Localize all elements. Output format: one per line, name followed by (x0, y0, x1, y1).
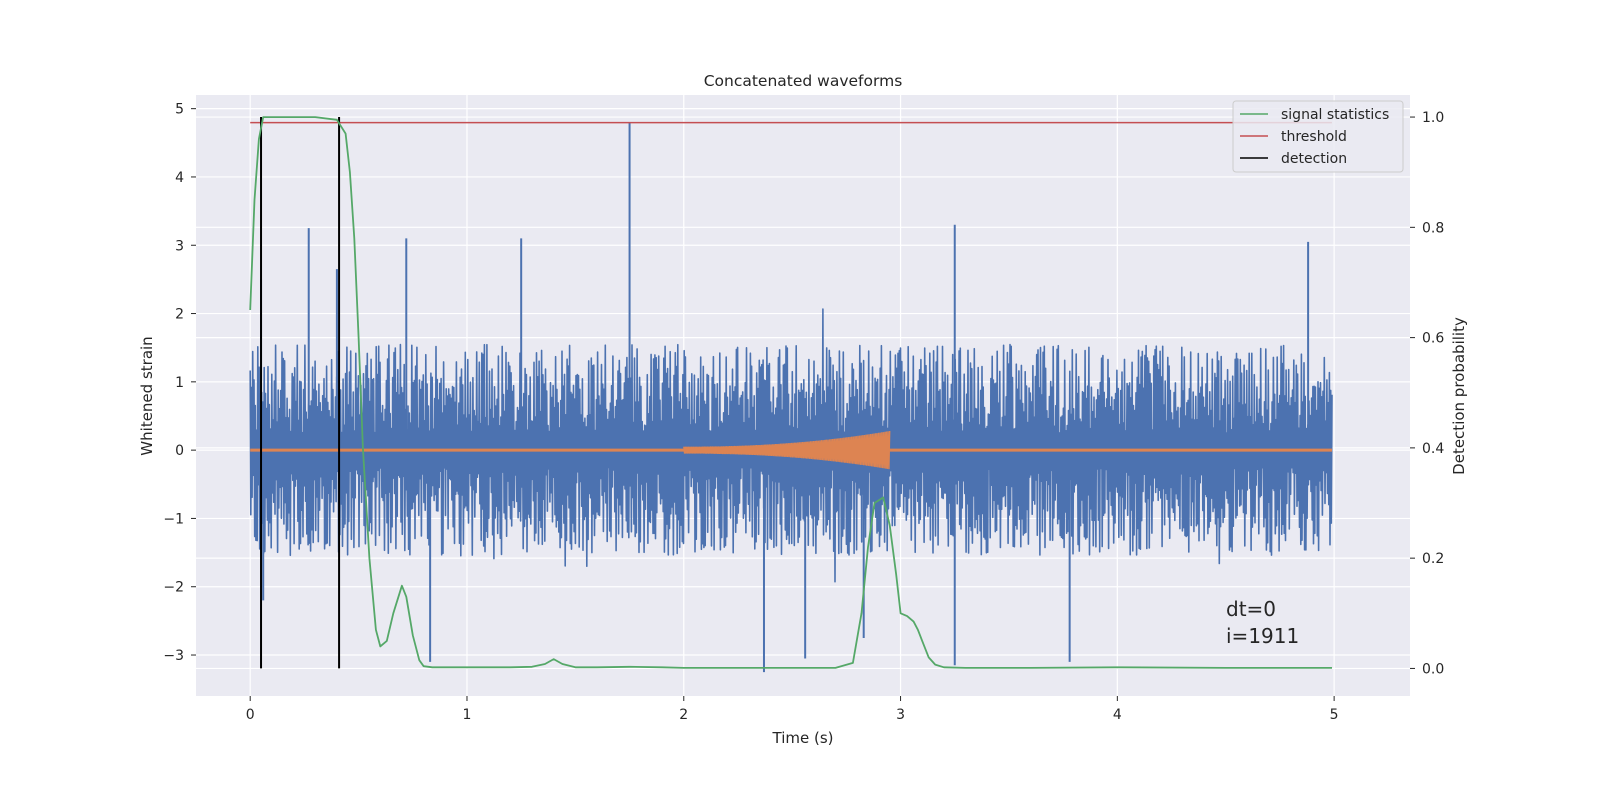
legend: signal statistics threshold detection (1232, 100, 1404, 173)
y-left-tick-label: 2 (175, 307, 184, 323)
y-right-tick-label: 0.2 (1422, 551, 1444, 567)
y-right-axis-label: Detection probability (1450, 317, 1468, 475)
annotation-index: i=1911 (1226, 624, 1299, 648)
strain-noise-series (249, 122, 1333, 673)
y-left-tick-label: 0 (175, 443, 184, 459)
x-tick-label: 3 (896, 707, 905, 723)
y-left-tick-label: −1 (163, 511, 184, 527)
y-right-tick-label: 0.8 (1422, 220, 1444, 236)
annotation-dt: dt=0 (1226, 597, 1276, 621)
y-right-tick-label: 1.0 (1422, 110, 1444, 126)
x-tick-label: 0 (246, 707, 255, 723)
y-left-tick-label: 1 (175, 375, 184, 391)
signal-statistics-line (249, 116, 1332, 669)
y-left-axis-ticks: −3 −2 −1 0 1 2 3 4 5 (163, 102, 196, 664)
y-right-tick-label: 0.4 (1422, 441, 1444, 457)
template-chirp-line (683, 430, 891, 470)
legend-label-detection: detection (1281, 151, 1347, 167)
legend-label-signal-statistics: signal statistics (1281, 107, 1389, 123)
signal-statistics-series (249, 116, 1332, 669)
y-right-tick-label: 0.6 (1422, 331, 1444, 347)
y-right-axis-ticks: 0.0 0.2 0.4 0.6 0.8 1.0 (1410, 110, 1444, 677)
y-left-tick-label: −2 (163, 580, 184, 596)
detection-series (260, 117, 341, 669)
y-left-tick-label: 4 (175, 170, 184, 186)
template-chirp-series (250, 430, 1332, 470)
strain-noise-line (249, 308, 1333, 583)
x-tick-label: 4 (1113, 707, 1122, 723)
y-left-axis-label: Whitened strain (138, 336, 156, 455)
y-left-tick-label: 5 (175, 102, 184, 118)
y-right-tick-label: 0.0 (1422, 661, 1444, 677)
y-left-tick-label: −3 (163, 648, 184, 664)
x-tick-label: 5 (1330, 707, 1339, 723)
x-tick-label: 2 (679, 707, 688, 723)
x-axis-ticks: 0 1 2 3 4 5 (246, 696, 1339, 723)
legend-label-threshold: threshold (1281, 129, 1347, 145)
x-axis-label: Time (s) (772, 729, 834, 747)
y-left-tick-label: 3 (175, 238, 184, 254)
legend-box (1232, 100, 1404, 173)
x-tick-label: 1 (463, 707, 472, 723)
chart-title: Concatenated waveforms (704, 72, 903, 90)
